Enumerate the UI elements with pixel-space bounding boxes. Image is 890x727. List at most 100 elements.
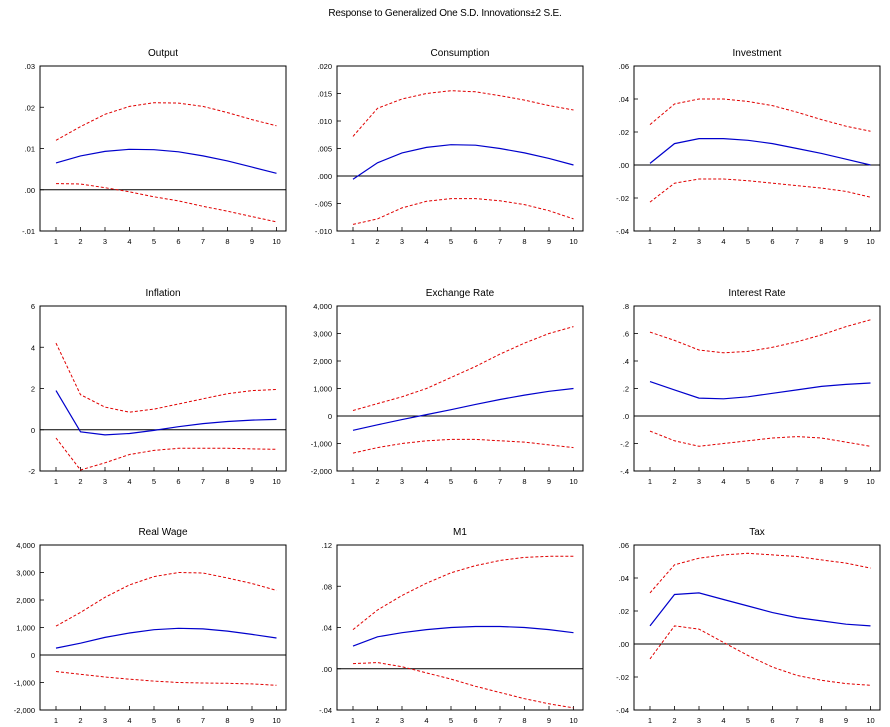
x-tick-label: 8 bbox=[819, 477, 823, 486]
x-tick-label: 9 bbox=[844, 716, 848, 725]
x-tick-label: 4 bbox=[424, 716, 428, 725]
y-tick-label: .00 bbox=[25, 186, 35, 195]
panel-title: Real Wage bbox=[138, 527, 188, 538]
x-tick-label: 3 bbox=[400, 716, 404, 725]
response-line bbox=[55, 390, 277, 436]
y-tick-label: 3,000 bbox=[16, 569, 35, 578]
y-tick-label: -.04 bbox=[616, 706, 629, 715]
x-tick-label: 4 bbox=[424, 237, 428, 246]
x-tick-label: 1 bbox=[648, 477, 652, 486]
y-tick-label: 1,000 bbox=[16, 624, 35, 633]
response-line bbox=[55, 627, 277, 649]
x-tick-label: 7 bbox=[795, 237, 799, 246]
x-tick-label: 2 bbox=[672, 237, 676, 246]
panel-title: Investment bbox=[733, 48, 782, 59]
panel-investment: Investment -.04 -.02 .00 .02 .04 .06 1 2 3 4 5 6 7 8 9 1… bbox=[616, 48, 881, 246]
upper-band-line bbox=[55, 102, 277, 141]
y-tick-label: .00 bbox=[619, 161, 629, 170]
x-tick-label: 1 bbox=[351, 237, 355, 246]
x-tick-label: 10 bbox=[569, 237, 577, 246]
y-tick-label: .00 bbox=[322, 665, 332, 674]
x-tick-label: 2 bbox=[375, 237, 379, 246]
x-tick-label: 3 bbox=[400, 477, 404, 486]
y-tick-label: .0 bbox=[623, 412, 629, 421]
upper-band-line bbox=[55, 571, 277, 627]
y-tick-label: 0 bbox=[328, 412, 332, 421]
x-tick-label: 6 bbox=[770, 237, 774, 246]
response-line bbox=[352, 625, 574, 647]
x-tick-label: 2 bbox=[78, 716, 82, 725]
response-line bbox=[649, 138, 871, 166]
x-tick-label: 4 bbox=[721, 477, 725, 486]
y-tick-label: .020 bbox=[317, 62, 332, 71]
x-tick-label: 8 bbox=[522, 477, 526, 486]
upper-band-line bbox=[352, 326, 574, 411]
x-tick-label: 6 bbox=[176, 716, 180, 725]
y-tick-label: 2,000 bbox=[313, 357, 332, 366]
y-tick-label: .2 bbox=[623, 385, 629, 394]
panel-title: Inflation bbox=[145, 288, 180, 299]
y-tick-label: .04 bbox=[619, 95, 629, 104]
lower-band-line bbox=[55, 183, 277, 223]
y-tick-label: 4,000 bbox=[16, 541, 35, 550]
lower-band-line bbox=[352, 438, 574, 454]
y-tick-label: .12 bbox=[322, 541, 332, 550]
y-tick-label: 1,000 bbox=[313, 385, 332, 394]
y-tick-label: -2 bbox=[28, 467, 35, 476]
y-tick-label: .04 bbox=[619, 574, 629, 583]
x-tick-label: 7 bbox=[795, 716, 799, 725]
y-tick-label: -.4 bbox=[620, 467, 629, 476]
y-tick-label: 3,000 bbox=[313, 330, 332, 339]
x-tick-label: 1 bbox=[54, 716, 58, 725]
upper-band-line bbox=[352, 90, 574, 137]
x-tick-label: 7 bbox=[201, 477, 205, 486]
x-tick-label: 2 bbox=[375, 477, 379, 486]
x-tick-label: 4 bbox=[127, 477, 131, 486]
panel-title: Interest Rate bbox=[728, 288, 786, 299]
x-tick-label: 3 bbox=[103, 237, 107, 246]
x-tick-label: 5 bbox=[746, 237, 750, 246]
y-tick-label: .015 bbox=[317, 90, 332, 99]
panel-real-wage: Real Wage -2,000 -1,000 0 1,000 2,000 3,000 4,0… bbox=[14, 527, 287, 725]
y-tick-label: 0 bbox=[31, 426, 35, 435]
x-tick-label: 4 bbox=[127, 716, 131, 725]
x-tick-label: 4 bbox=[424, 477, 428, 486]
lower-band-line bbox=[649, 178, 871, 203]
y-tick-label: -2,000 bbox=[14, 706, 35, 715]
x-tick-label: 8 bbox=[225, 237, 229, 246]
x-tick-label: 5 bbox=[449, 477, 453, 486]
x-tick-label: 10 bbox=[569, 477, 577, 486]
x-tick-label: 1 bbox=[351, 477, 355, 486]
y-tick-label: .01 bbox=[25, 145, 35, 154]
y-tick-label: -.2 bbox=[620, 440, 629, 449]
plot-frame bbox=[39, 544, 287, 711]
y-tick-label: .02 bbox=[619, 128, 629, 137]
y-tick-label: .08 bbox=[322, 582, 332, 591]
x-tick-label: 8 bbox=[522, 237, 526, 246]
panel-title: Output bbox=[148, 48, 178, 59]
response-line bbox=[649, 592, 871, 627]
upper-band-line bbox=[649, 552, 871, 594]
x-tick-label: 7 bbox=[498, 237, 502, 246]
y-tick-label: .02 bbox=[619, 607, 629, 616]
x-tick-label: 6 bbox=[473, 477, 477, 486]
x-tick-label: 5 bbox=[746, 716, 750, 725]
upper-band-line bbox=[649, 98, 871, 132]
x-tick-label: 3 bbox=[103, 716, 107, 725]
y-tick-label: .005 bbox=[317, 145, 332, 154]
lower-band-line bbox=[55, 671, 277, 686]
y-tick-label: .8 bbox=[623, 302, 629, 311]
x-tick-label: 8 bbox=[225, 477, 229, 486]
x-tick-label: 1 bbox=[648, 237, 652, 246]
y-tick-label: .06 bbox=[619, 541, 629, 550]
panel-exchange-rate: Exchange Rate -2,000 -1,000 0 1,000 2,000 3,00… bbox=[311, 288, 584, 486]
x-tick-label: 4 bbox=[127, 237, 131, 246]
x-tick-label: 6 bbox=[176, 237, 180, 246]
y-tick-label: -.04 bbox=[319, 706, 332, 715]
upper-band-line bbox=[352, 555, 574, 630]
plot-frame bbox=[633, 65, 881, 232]
plot-frame bbox=[633, 544, 881, 711]
lower-band-line bbox=[649, 625, 871, 686]
x-tick-label: 1 bbox=[54, 237, 58, 246]
